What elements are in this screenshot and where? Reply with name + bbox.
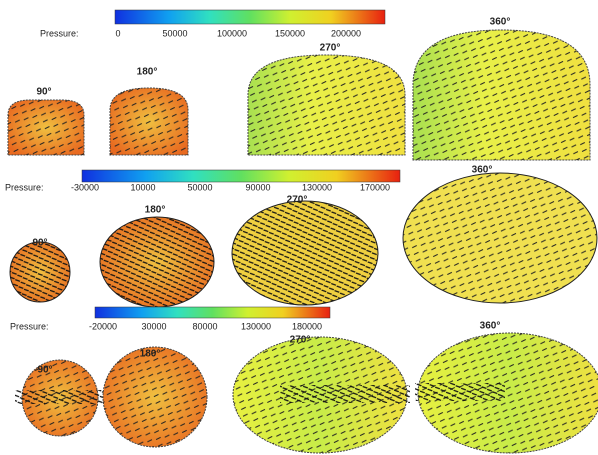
panel-label: 180° bbox=[137, 67, 158, 78]
tick-label: 10000 bbox=[130, 182, 155, 192]
tick-label: -30000 bbox=[71, 182, 99, 192]
panel-label: 180° bbox=[140, 349, 161, 360]
panel: 90° bbox=[9, 238, 71, 303]
panel-label: 270° bbox=[320, 43, 341, 54]
panel-label: 360° bbox=[490, 17, 511, 28]
tick-label: 150000 bbox=[275, 28, 305, 38]
panel: 360° bbox=[415, 321, 598, 454]
tick-label: 50000 bbox=[187, 182, 212, 192]
panel: 270° bbox=[231, 195, 379, 306]
panel: 360° bbox=[412, 17, 591, 161]
panel: 180° bbox=[99, 205, 215, 308]
tick-label: 80000 bbox=[192, 321, 217, 331]
panel: 270° bbox=[232, 335, 410, 454]
panel: 270° bbox=[247, 43, 406, 156]
panel-label: 270° bbox=[290, 335, 311, 346]
legend-label: Pressure: bbox=[10, 321, 49, 331]
panel: 180° bbox=[109, 67, 189, 156]
legend-label: Pressure: bbox=[5, 182, 44, 192]
panel-label: 270° bbox=[287, 195, 308, 206]
tick-label: 100000 bbox=[217, 28, 247, 38]
panel-label: 90° bbox=[32, 238, 47, 249]
panel-label: 360° bbox=[480, 321, 501, 332]
tick-label: -20000 bbox=[89, 321, 117, 331]
tick-label: 0 bbox=[115, 28, 120, 38]
panel-label: 90° bbox=[36, 87, 51, 98]
tick-label: 170000 bbox=[360, 182, 390, 192]
panel: 180° bbox=[102, 346, 208, 448]
panel: 90° bbox=[7, 87, 85, 156]
panel-label: 180° bbox=[145, 205, 166, 216]
panel: 90° bbox=[15, 359, 105, 437]
tick-label: 130000 bbox=[241, 321, 271, 331]
tick-label: 200000 bbox=[331, 28, 361, 38]
tick-label: 130000 bbox=[302, 182, 332, 192]
panel-label: 90° bbox=[37, 365, 52, 376]
tick-label: 50000 bbox=[162, 28, 187, 38]
legend-label: Pressure: bbox=[40, 28, 79, 38]
tick-label: 30000 bbox=[141, 321, 166, 331]
tick-label: 90000 bbox=[245, 182, 270, 192]
panel: 360° bbox=[402, 165, 598, 304]
panel-label: 360° bbox=[472, 165, 493, 176]
tick-label: 180000 bbox=[292, 321, 322, 331]
